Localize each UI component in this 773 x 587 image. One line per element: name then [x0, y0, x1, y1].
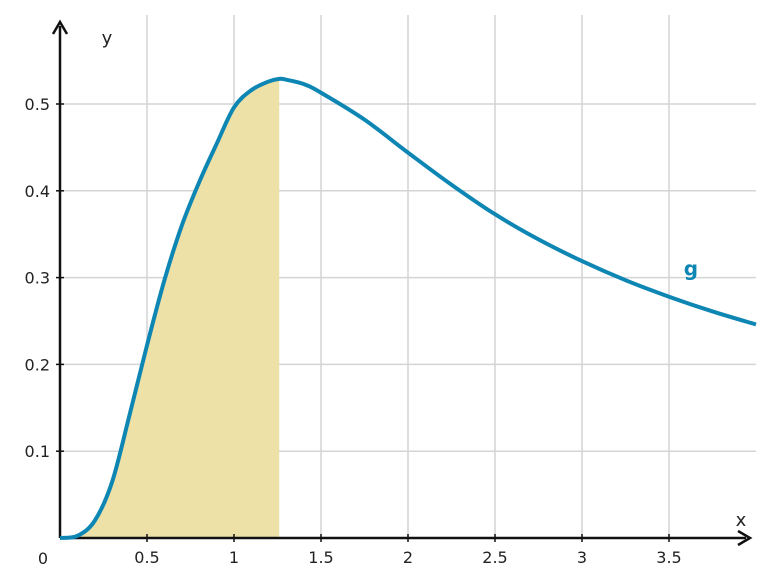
y-tick-label: 0.1 [25, 442, 50, 461]
y-axis-title: y [102, 28, 113, 49]
x-tick-label: 1.5 [308, 548, 333, 567]
x-axis-title: x [736, 510, 747, 531]
origin-label: 0 [38, 549, 48, 568]
shaded-area-under-g [60, 78, 280, 538]
axes [51, 19, 753, 547]
x-tick-label: 1 [229, 548, 239, 567]
x-tick-label: 0.5 [134, 548, 159, 567]
tick-labels: 0.5 1 1.5 2 2.5 3 3.5 0.1 0.2 0.3 0.4 0.5 [25, 95, 682, 567]
x-tick-label: 2 [403, 548, 413, 567]
y-tick-label: 0.5 [25, 95, 50, 114]
x-tick-label: 2.5 [482, 548, 507, 567]
series-g-line [59, 76, 757, 540]
x-axis-arrow [737, 529, 753, 547]
y-tick-label: 0.4 [25, 182, 50, 201]
y-tick-label: 0.3 [25, 269, 50, 288]
y-axis-arrow [51, 19, 69, 35]
x-tick-label: 3.5 [656, 548, 681, 567]
y-tick-label: 0.2 [25, 355, 50, 374]
series-g-label: g [684, 257, 698, 281]
grid [60, 15, 756, 538]
x-tick-label: 3 [577, 548, 587, 567]
